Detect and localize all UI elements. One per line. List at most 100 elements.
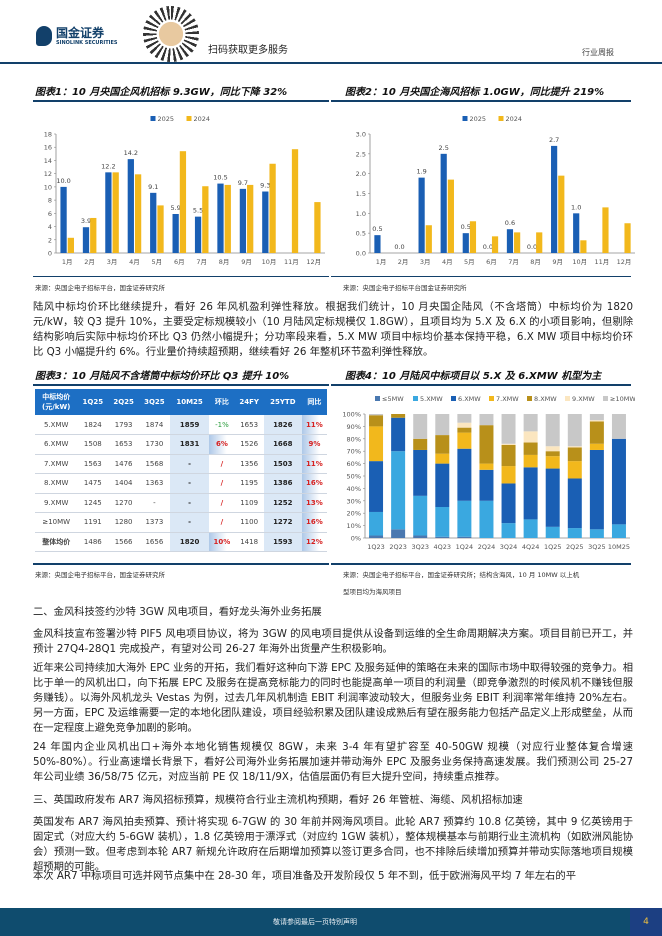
y-tick-label: 80%: [347, 435, 361, 443]
stacked-bar-segment: [457, 414, 472, 423]
table-header-cell: 2Q25: [108, 389, 139, 415]
stacked-bar-segment: [523, 467, 538, 520]
legend-swatch: [565, 396, 570, 401]
stacked-bar-segment: [391, 529, 406, 538]
table-cell: 1668: [263, 434, 302, 455]
bar-2025: [150, 192, 157, 253]
bar-2024: [134, 174, 142, 253]
table-cell: 11%: [301, 415, 327, 435]
table-row: 5.XMW 1824 1793 1874 1859 -1% 1653 1826 11%: [35, 415, 327, 435]
x-tick-label: 5月: [152, 258, 163, 266]
figure2-chart: 2025 2024 0.0 0.5 1.0 1.5 2.0 2.5 3.0 1月 0.5 2月 0.0 3…: [356, 115, 635, 266]
stacked-bar-segment: [523, 454, 538, 468]
data-label: 0.5: [461, 223, 471, 231]
figure4-rule: [331, 384, 631, 386]
table-header-cell: 中标均价 (元/kW): [35, 389, 78, 415]
paragraph-goldwind-saudi: 金风科技宣布签署沙特 PIF5 风电项目协议，将为 3GW 的风电项目提供从设备…: [33, 628, 633, 655]
legend-label: ≥10MW: [610, 395, 635, 403]
y-tick-label: 14: [44, 157, 52, 165]
header-divider: [0, 62, 662, 64]
stacked-bar-segment: [391, 417, 406, 452]
stacked-bar-segment: [457, 432, 472, 449]
table-row: 整体均价 1486 1566 1656 1820 10% 1418 1593 12%: [35, 532, 327, 552]
table-cell: 9.XMW: [35, 493, 78, 513]
stacked-bar-segment: [545, 451, 560, 457]
table-cell: 1568: [139, 454, 170, 474]
data-label: 10.5: [213, 174, 227, 182]
table-cell: 6.XMW: [35, 434, 78, 455]
bar-2024: [202, 186, 209, 253]
table-cell: 整体均价: [35, 532, 78, 552]
legend-swatch: [462, 116, 468, 121]
table-cell: 1195: [234, 473, 264, 494]
paragraph-ar7-budget: 英国发布 AR7 海风拍卖预算、预计将实现 6-7GW 的 30 年前并网海风项…: [33, 816, 633, 873]
data-label: 9.7: [238, 179, 248, 187]
table-cell: 8.XMW: [35, 473, 78, 494]
y-tick-label: 10: [44, 183, 52, 191]
x-tick-label: 4Q24: [522, 543, 540, 551]
table-cell: 1656: [139, 532, 170, 552]
y-tick-label: 2: [48, 236, 52, 244]
stacked-bar-segment: [369, 414, 384, 416]
qr-code-icon[interactable]: [143, 6, 199, 62]
paragraph-epc-strategy: 近年来公司持续加大海外 EPC 业务的开拓，我们看好这种向下游 EPC 及服务延…: [33, 662, 633, 734]
y-tick-label: 2.5: [356, 150, 366, 158]
y-tick-label: 10%: [347, 522, 361, 530]
figure2-bottom-rule: [331, 276, 631, 277]
figure4-source: 来源：央国企电子招标平台，国金证券研究所；结构含海风，10 月 10MW 以上机: [343, 571, 580, 579]
y-tick-label: 3.0: [356, 131, 366, 139]
stacked-bar-segment: [479, 414, 494, 426]
x-tick-label: 3Q25: [588, 543, 606, 551]
x-tick-label: 2Q23: [389, 543, 407, 551]
table-cell: 16%: [301, 512, 327, 533]
table-header-cell: 24FY: [234, 389, 264, 415]
table-cell: 16%: [301, 473, 327, 494]
y-tick-label: 40%: [347, 485, 361, 493]
legend-label: 9.XMW: [572, 395, 595, 403]
y-tick-label: 12: [44, 170, 52, 178]
stacked-bar-segment: [589, 414, 604, 421]
x-tick-label: 1月: [62, 258, 73, 266]
section-heading-2: 二、金风科技签约沙特 3GW 风电项目，看好龙头海外业务拓展: [33, 606, 322, 618]
y-tick-label: 30%: [347, 497, 361, 505]
stacked-bar-segment: [479, 463, 494, 470]
table-cell: 1824: [77, 415, 109, 435]
stacked-bar-segment: [589, 443, 604, 450]
stacked-bar-segment: [479, 500, 494, 538]
x-tick-label: 4Q23: [434, 543, 452, 551]
data-label: 10.0: [56, 177, 70, 185]
stacked-bar-segment: [435, 507, 450, 537]
legend-label: 6.XMW: [458, 395, 481, 403]
stacked-bar-segment: [435, 453, 450, 464]
y-tick-label: 4: [48, 223, 52, 231]
stacked-bar-segment: [413, 495, 428, 536]
x-tick-label: 3月: [420, 258, 431, 266]
stacked-bar-segment: [567, 447, 582, 462]
table-cell: 1486: [77, 532, 109, 552]
y-tick-label: 1.5: [356, 190, 366, 198]
table-cell: 1859: [169, 415, 210, 435]
table-header-cell: 环比: [209, 389, 235, 415]
x-tick-label: 1Q25: [544, 543, 562, 551]
table-cell: /: [209, 493, 235, 513]
bar-2024: [514, 232, 521, 253]
stacked-bar-segment: [589, 420, 604, 422]
x-tick-label: 1Q23: [367, 543, 385, 551]
figure2-source: 来源：央国企电子招标平台国金证券研究所: [343, 284, 467, 292]
bar-2024: [558, 175, 565, 253]
stacked-bar-segment: [369, 461, 384, 512]
table-cell: 7.XMW: [35, 454, 78, 474]
disclaimer-link[interactable]: 敬请参阅最后一页特别声明: [273, 918, 357, 926]
bar-2025: [418, 177, 425, 253]
bar-2024: [269, 163, 276, 253]
data-label: 0.0: [483, 243, 493, 251]
x-tick-label: 11月: [594, 258, 609, 266]
stacked-bar-segment: [479, 425, 494, 464]
x-tick-label: 2Q24: [478, 543, 496, 551]
bar-2025: [440, 153, 447, 253]
figure2-title: 图表2：10 月央国企海风招标 1.0GW，同比提升 219%: [345, 87, 605, 98]
table-header-cell: 25YTD: [263, 389, 302, 415]
x-tick-label: 3月: [107, 258, 118, 266]
figure4-bottom-rule: [331, 563, 631, 565]
data-label: 1.0: [571, 203, 581, 211]
